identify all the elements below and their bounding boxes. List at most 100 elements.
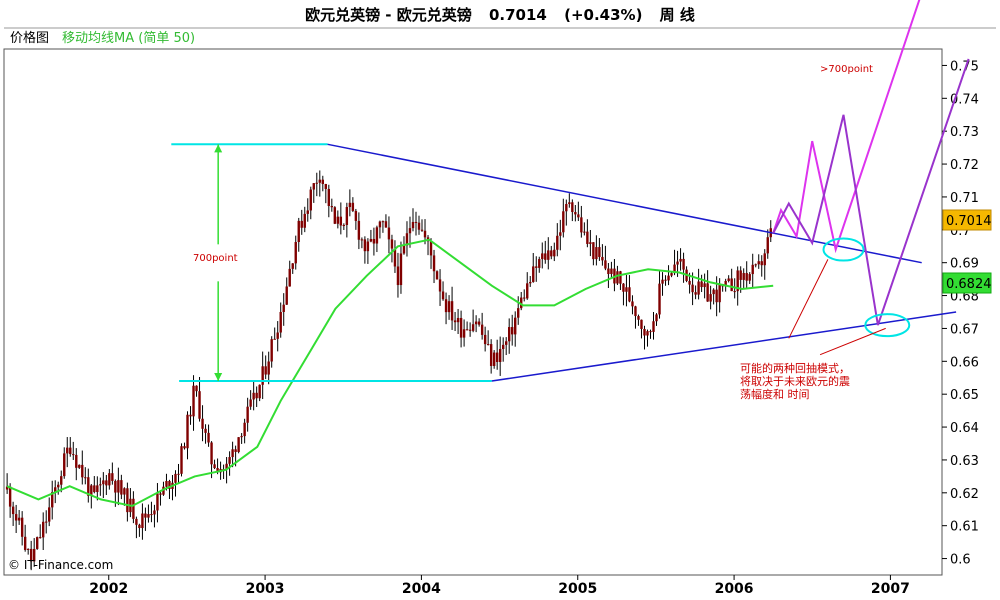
candle-body <box>234 449 237 452</box>
candle-body <box>264 366 267 375</box>
candle-body <box>342 224 346 226</box>
candle-body <box>249 399 252 407</box>
candle-body <box>417 222 421 230</box>
candle-body <box>754 264 757 266</box>
candle-body <box>345 207 349 225</box>
candle-body <box>150 514 153 516</box>
y-tick-label: 0.62 <box>950 487 979 502</box>
scenario-path-magenta <box>772 0 921 254</box>
candle-body <box>11 506 15 515</box>
candle-body <box>580 217 583 233</box>
x-tick-label: 2002 <box>89 581 128 597</box>
candle-body <box>595 247 598 260</box>
note-line-2: 将取决于未来欧元的震 <box>740 374 850 388</box>
x-axis: 2002 2003 2004 2005 2006 2007 <box>89 575 910 597</box>
candle-body <box>745 273 748 281</box>
candle-body <box>258 384 261 399</box>
candle-body <box>526 283 529 299</box>
candle-body <box>658 283 661 315</box>
candle-body <box>231 449 234 458</box>
candle-body <box>390 239 394 249</box>
candle-body <box>225 463 228 470</box>
candle-body <box>736 270 739 292</box>
candle-body <box>324 184 328 189</box>
candle-body <box>420 229 424 231</box>
candle-body <box>465 329 469 331</box>
candle-body <box>727 278 730 281</box>
candle-body <box>423 230 427 238</box>
x-tick-label: 2007 <box>871 581 910 597</box>
candle-body <box>751 264 754 275</box>
candle-body <box>369 238 373 242</box>
candle-body <box>360 239 364 241</box>
candle-body <box>366 241 370 252</box>
price-badge-box <box>942 209 992 231</box>
candle-body <box>730 278 733 292</box>
candle-body <box>138 524 141 529</box>
candle-body <box>270 339 273 362</box>
candles <box>5 170 772 571</box>
candle-body <box>514 317 517 335</box>
candle-body <box>492 352 496 366</box>
candle-body <box>399 253 403 286</box>
candle-body <box>195 385 198 392</box>
candle-body <box>562 211 565 233</box>
candle-body <box>592 242 595 260</box>
candle-body <box>72 454 75 456</box>
candle-body <box>252 392 255 400</box>
candle-body <box>477 321 481 325</box>
candle-body <box>532 266 535 282</box>
price-badge-text: 0.7014 <box>946 214 992 229</box>
candle-body <box>670 273 673 276</box>
candle-body <box>285 286 288 305</box>
ma-badge-text: 0.6824 <box>946 277 992 292</box>
candle-body <box>679 258 682 262</box>
candle-body <box>474 321 478 325</box>
candle-body <box>450 301 454 321</box>
candle-body <box>673 264 676 274</box>
target-label: >700point <box>820 64 873 75</box>
candle-body <box>120 480 123 495</box>
candle-body <box>625 287 628 292</box>
candle-body <box>132 498 135 519</box>
candle-body <box>535 266 538 268</box>
candle-body <box>32 548 36 562</box>
candle-body <box>733 291 736 293</box>
candle-body <box>550 250 553 257</box>
candle-body <box>586 231 589 244</box>
y-tick-label: 0.64 <box>950 421 979 436</box>
candle-body <box>99 484 102 486</box>
candle-body <box>574 212 577 215</box>
candle-body <box>23 536 27 550</box>
candle-body <box>144 513 147 518</box>
candle-body <box>724 280 727 287</box>
candle-body <box>117 480 120 493</box>
candle-body <box>471 324 475 331</box>
legend-chart-label: 价格图 <box>10 30 49 46</box>
candle-body <box>318 179 321 183</box>
title-change: (+0.43%) <box>564 6 643 24</box>
candle-body <box>69 447 72 455</box>
candle-body <box>276 332 279 339</box>
candle-body <box>441 291 445 300</box>
candle-body <box>529 281 532 284</box>
candle-body <box>520 297 523 309</box>
candle-body <box>60 476 63 485</box>
candle-body <box>357 220 361 240</box>
candle-body <box>210 442 213 465</box>
y-tick-label: 0.63 <box>950 454 979 469</box>
candle-body <box>306 210 309 214</box>
candle-body <box>715 289 718 303</box>
candle-body <box>616 271 619 284</box>
candle-body <box>8 486 12 507</box>
candle-body <box>198 391 201 419</box>
candle-body <box>631 301 634 307</box>
y-axis: 0.60.610.620.630.640.650.660.670.680.690… <box>942 59 979 568</box>
y-tick-label: 0.73 <box>950 125 979 140</box>
candle-body <box>480 324 484 335</box>
candle-body <box>504 341 508 345</box>
candle-body <box>14 514 18 521</box>
candle-body <box>556 235 559 250</box>
candle-body <box>189 414 192 417</box>
